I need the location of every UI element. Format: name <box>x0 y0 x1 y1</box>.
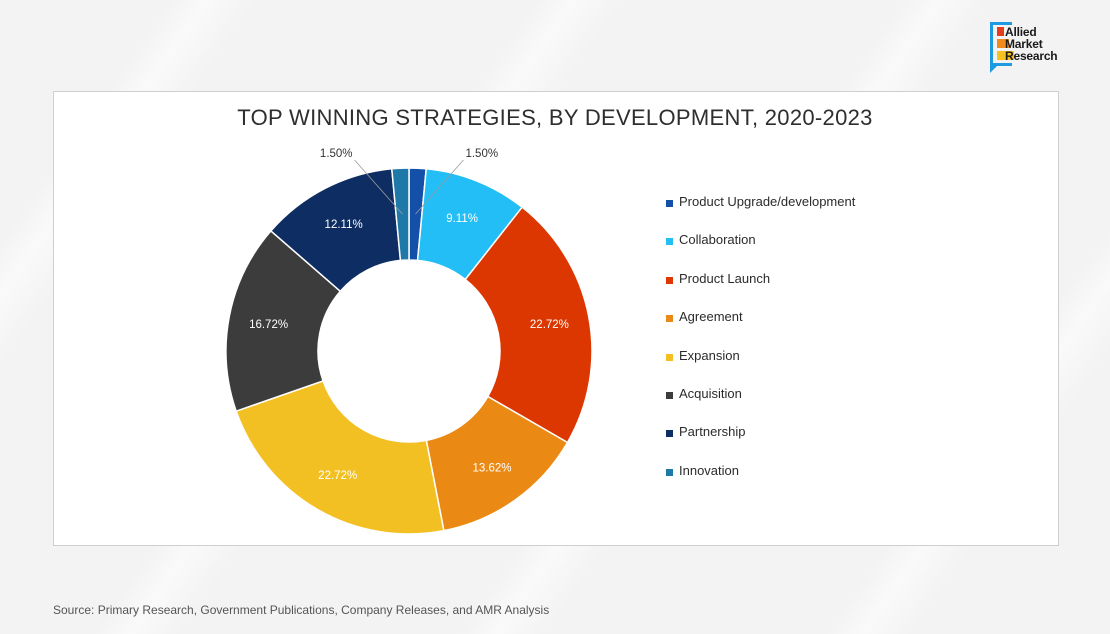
legend: Product Upgrade/development Collaboration… <box>666 194 855 501</box>
legend-label: Innovation <box>679 462 739 478</box>
leader-line-innovation <box>354 159 403 215</box>
slice-label-innovation: 1.50% <box>320 148 353 160</box>
legend-swatch <box>666 276 673 284</box>
legend-item-product-launch: Product Launch <box>666 271 855 309</box>
leader-line-product-upgrade-development <box>415 159 464 215</box>
slice-acquisition <box>225 229 342 413</box>
slice-labels: 1.50% 9.11% 22.72% 13.62% 22.72% 16.72% 12.11%… <box>249 148 569 482</box>
logo-tail-icon <box>990 63 1000 73</box>
logo-bar-red <box>997 27 1004 36</box>
slice-label-product-upgrade-development: 1.50% <box>465 148 498 160</box>
legend-label: Agreement <box>679 309 743 325</box>
logo-word-2: Market <box>1005 37 1043 51</box>
logo-bar-orange <box>997 39 1009 48</box>
logo-frame-icon <box>990 22 1012 66</box>
legend-item-innovation: Innovation <box>666 463 855 501</box>
legend-swatch <box>666 353 673 361</box>
slice-label-acquisition: 16.72% <box>249 319 288 331</box>
source-note: Source: Primary Research, Government Pub… <box>53 603 550 617</box>
legend-item-collaboration: Collaboration <box>666 232 855 270</box>
slice-label-product-launch: 22.72% <box>530 319 569 331</box>
legend-item-partnership: Partnership <box>666 424 855 462</box>
legend-label: Product Launch <box>679 270 771 286</box>
legend-item-acquisition: Acquisition <box>666 386 855 424</box>
leader-lines <box>354 159 464 215</box>
slice-label-expansion: 22.72% <box>318 470 357 482</box>
legend-label: Acquisition <box>679 385 742 401</box>
slice-label-partnership: 12.11% <box>325 219 363 231</box>
slice-product-launch <box>464 206 593 444</box>
legend-swatch <box>666 238 673 246</box>
slice-innovation <box>390 167 410 262</box>
legend-label: Product Upgrade/development <box>679 194 856 209</box>
legend-label: Expansion <box>679 347 740 363</box>
legend-swatch <box>666 391 673 399</box>
brand-logo: Allied Market Research <box>990 22 1086 76</box>
legend-item-product-upgrade-development: Product Upgrade/development <box>666 194 855 232</box>
legend-label: Partnership <box>679 424 746 440</box>
slice-label-collaboration: 9.11% <box>446 213 478 225</box>
slice-label-agreement: 13.62% <box>473 462 512 474</box>
legend-item-expansion: Expansion <box>666 348 855 386</box>
legend-swatch <box>666 468 673 476</box>
logo-word-3: Research <box>1005 49 1058 63</box>
legend-swatch <box>666 430 673 438</box>
legend-swatch <box>666 200 673 207</box>
slice-expansion <box>235 379 445 535</box>
legend-swatch <box>666 315 673 323</box>
donut-slices <box>225 167 593 535</box>
chart-title: TOP WINNING STRATEGIES, BY DEVELOPMENT, … <box>237 105 873 130</box>
logo-word-1: Allied <box>1005 25 1037 39</box>
logo-bar-yellow <box>997 51 1014 60</box>
legend-label: Collaboration <box>679 232 756 248</box>
legend-item-agreement: Agreement <box>666 309 855 347</box>
